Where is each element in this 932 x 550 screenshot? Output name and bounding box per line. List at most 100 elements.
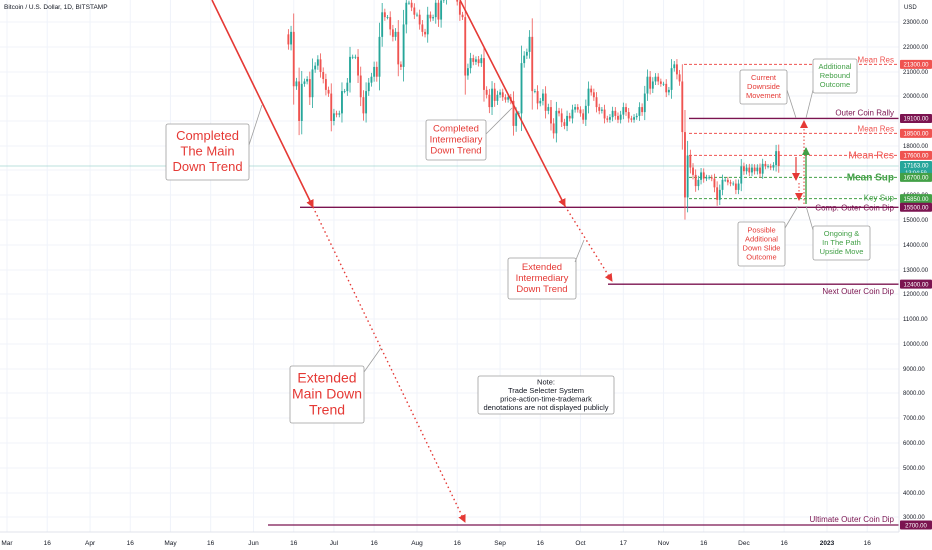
candle-body	[584, 105, 587, 120]
tag-2700	[900, 520, 932, 530]
candle-body	[383, 12, 386, 18]
candle-body	[440, 0, 443, 20]
y-tick-label: 22000.00	[903, 45, 929, 51]
candle-body	[531, 36, 534, 92]
callout-line	[363, 347, 382, 373]
candle-body	[375, 66, 378, 77]
candle-body	[402, 24, 405, 67]
candle-body	[501, 92, 504, 98]
candle-body	[659, 81, 662, 84]
possible-downslide-box	[737, 221, 786, 267]
chart-title: Bitcoin / U.S. Dollar, 1D, BITSTAMP	[4, 4, 108, 11]
candle-body	[399, 64, 402, 67]
candle-body	[311, 69, 314, 98]
callout-line	[248, 104, 263, 146]
candle-body	[603, 109, 606, 119]
tag-15500	[900, 202, 932, 212]
candle-body	[576, 107, 579, 110]
candle-body	[751, 167, 753, 173]
candle-body	[748, 167, 751, 173]
candle-body	[394, 31, 397, 37]
candle-body	[734, 183, 737, 190]
candle-body	[544, 93, 547, 111]
tag-current-price-text: 17163.00	[903, 163, 929, 169]
candle-body	[710, 177, 713, 179]
candle-body	[552, 123, 555, 134]
note-box-text: Note: Trade Selecter System price-action-t…	[483, 377, 608, 412]
candle-body	[681, 81, 684, 133]
x-tick-label: Aug	[411, 540, 423, 547]
candle-body	[625, 107, 627, 113]
candle-body	[458, 1, 461, 15]
candle-body	[314, 65, 317, 70]
candle-body	[488, 94, 491, 108]
time-axis: Mar 16 Apr 16 May 16 Jun 16 Jul 16 Aug 16 Sep 16 Oct 17…	[1, 540, 871, 547]
next-outer-coin-dip-label: Next Outer Coin Dip	[822, 287, 894, 296]
tag-15850	[900, 194, 932, 204]
extended-intermediary-trend-line	[564, 205, 613, 282]
candle-body	[330, 93, 333, 121]
candle-body	[753, 167, 756, 172]
candle-body	[775, 151, 778, 166]
candle-body	[456, 0, 459, 2]
completed-main-trend-box	[165, 123, 250, 181]
candle-body	[319, 59, 322, 72]
candle-body	[515, 113, 518, 126]
x-tick-label: 16	[127, 540, 135, 547]
candle-body	[354, 56, 357, 58]
candle-body	[410, 2, 413, 8]
candle-body	[579, 109, 582, 114]
y-tick-label: 21000.00	[903, 70, 929, 76]
y-tick-label: 12000.00	[903, 292, 929, 298]
annotations: Mean Res Outer Coin Rally Mean Res Mean Res…	[165, 55, 895, 524]
candle-body	[496, 94, 499, 101]
tag-16700	[900, 172, 932, 182]
candle-body	[461, 14, 464, 18]
x-tick-label: Apr	[85, 540, 96, 547]
candle-body	[408, 2, 410, 4]
price-tags: 21300.00 19100.00 18500.00 17600.00 17163.00…	[900, 59, 932, 530]
extended-intermediary-box	[507, 257, 577, 300]
candle-body	[290, 31, 292, 45]
current-downside-box	[739, 69, 788, 105]
y-tick-label: 11000.00	[903, 317, 928, 323]
tag-21300-text: 21300.00	[903, 63, 929, 69]
candle-body	[349, 56, 351, 83]
y-tick-label: 14000.00	[903, 243, 929, 249]
candle-body	[491, 88, 493, 108]
y-tick-label: 6000.00	[903, 441, 925, 447]
candle-body	[362, 97, 365, 114]
callout-line	[574, 239, 585, 263]
candle-body	[694, 174, 697, 187]
candle-body	[542, 93, 544, 101]
y-tick-label: 10000.00	[903, 342, 929, 348]
x-tick-label: 16	[537, 540, 545, 547]
candle-body	[560, 113, 563, 123]
extended-main-trend-box-text: Extended Main Down Trend	[292, 369, 362, 417]
candle-body	[359, 75, 362, 98]
candle-body	[708, 177, 711, 179]
candle-body	[475, 59, 477, 62]
candle-body	[477, 59, 480, 64]
candle-body	[611, 110, 614, 118]
candle-body	[306, 79, 309, 82]
x-tick-label: 16	[700, 540, 708, 547]
candle-body	[756, 167, 759, 172]
tag-19100	[900, 113, 932, 123]
y-tick-label: 18000.00	[903, 144, 929, 150]
x-tick-label: 16	[864, 540, 872, 547]
candle-body	[622, 107, 625, 115]
y-tick-label: 9000.00	[903, 367, 925, 373]
y-tick-label: 23000.00	[903, 20, 929, 26]
candle-body	[539, 100, 542, 104]
candle-body	[716, 187, 719, 200]
candle-body	[287, 34, 290, 45]
candle-body	[434, 2, 437, 18]
x-tick-label: Sep	[494, 540, 506, 547]
x-tick-label: 16	[371, 540, 379, 547]
x-tick-label: Oct	[575, 540, 585, 547]
candle-body	[689, 155, 692, 168]
main-down-trend-line	[211, 0, 314, 208]
additional-rebound-box-text: Additional Rebound Outcome	[819, 62, 852, 89]
